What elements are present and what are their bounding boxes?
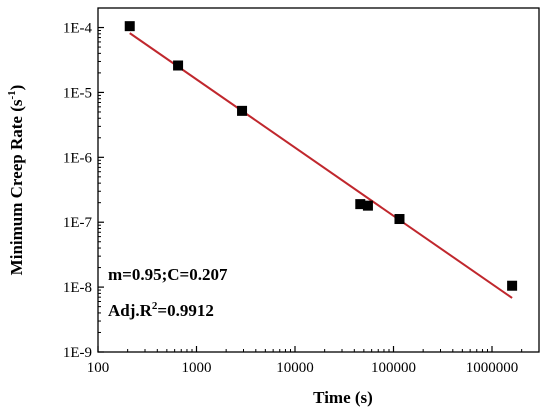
x-axis-title: Time (s) (313, 388, 373, 407)
data-point-marker (362, 200, 373, 211)
x-tick-label: 10000 (276, 360, 314, 376)
y-tick-label: 1E-9 (63, 345, 92, 361)
x-tick-label: 100 (87, 360, 110, 376)
y-axis-title-sup: -1 (6, 90, 18, 99)
data-point-marker (507, 280, 518, 291)
fit-params-annotation: m=0.95;C=0.207 (108, 265, 228, 284)
r-squared-suffix: =0.9912 (157, 301, 213, 320)
r-squared-annotation: Adj.R2=0.9912 (108, 300, 214, 320)
data-point-marker (394, 214, 405, 225)
data-point-marker (173, 60, 184, 71)
y-tick-label: 1E-5 (63, 85, 92, 101)
tick-labels: 100 1000 10000 100000 1000000 1E-4 1E-5 1E-6 1E-… (63, 21, 518, 376)
y-axis-title-close: ) (7, 85, 26, 91)
x-tick-label: 1000000 (466, 360, 519, 376)
y-axis-title: Minimum Creep Rate (s-1) (6, 85, 26, 276)
y-tick-label: 1E-4 (63, 21, 93, 37)
y-axis-title-main: Minimum Creep Rate (s (7, 99, 26, 275)
x-tick-label: 1000 (182, 360, 212, 376)
y-tick-label: 1E-8 (63, 280, 92, 296)
data-points (124, 21, 518, 291)
data-point-marker (237, 105, 248, 116)
r-squared-sup: 2 (152, 300, 158, 312)
y-tick-label: 1E-7 (63, 215, 93, 231)
data-point-marker (355, 199, 366, 210)
data-point-marker (124, 21, 135, 32)
plot-frame (97, 7, 540, 353)
fit-line (129, 32, 513, 299)
r-squared-prefix: Adj.R (108, 301, 153, 320)
y-tick-label: 1E-6 (63, 150, 93, 166)
x-tick-label: 100000 (371, 360, 416, 376)
